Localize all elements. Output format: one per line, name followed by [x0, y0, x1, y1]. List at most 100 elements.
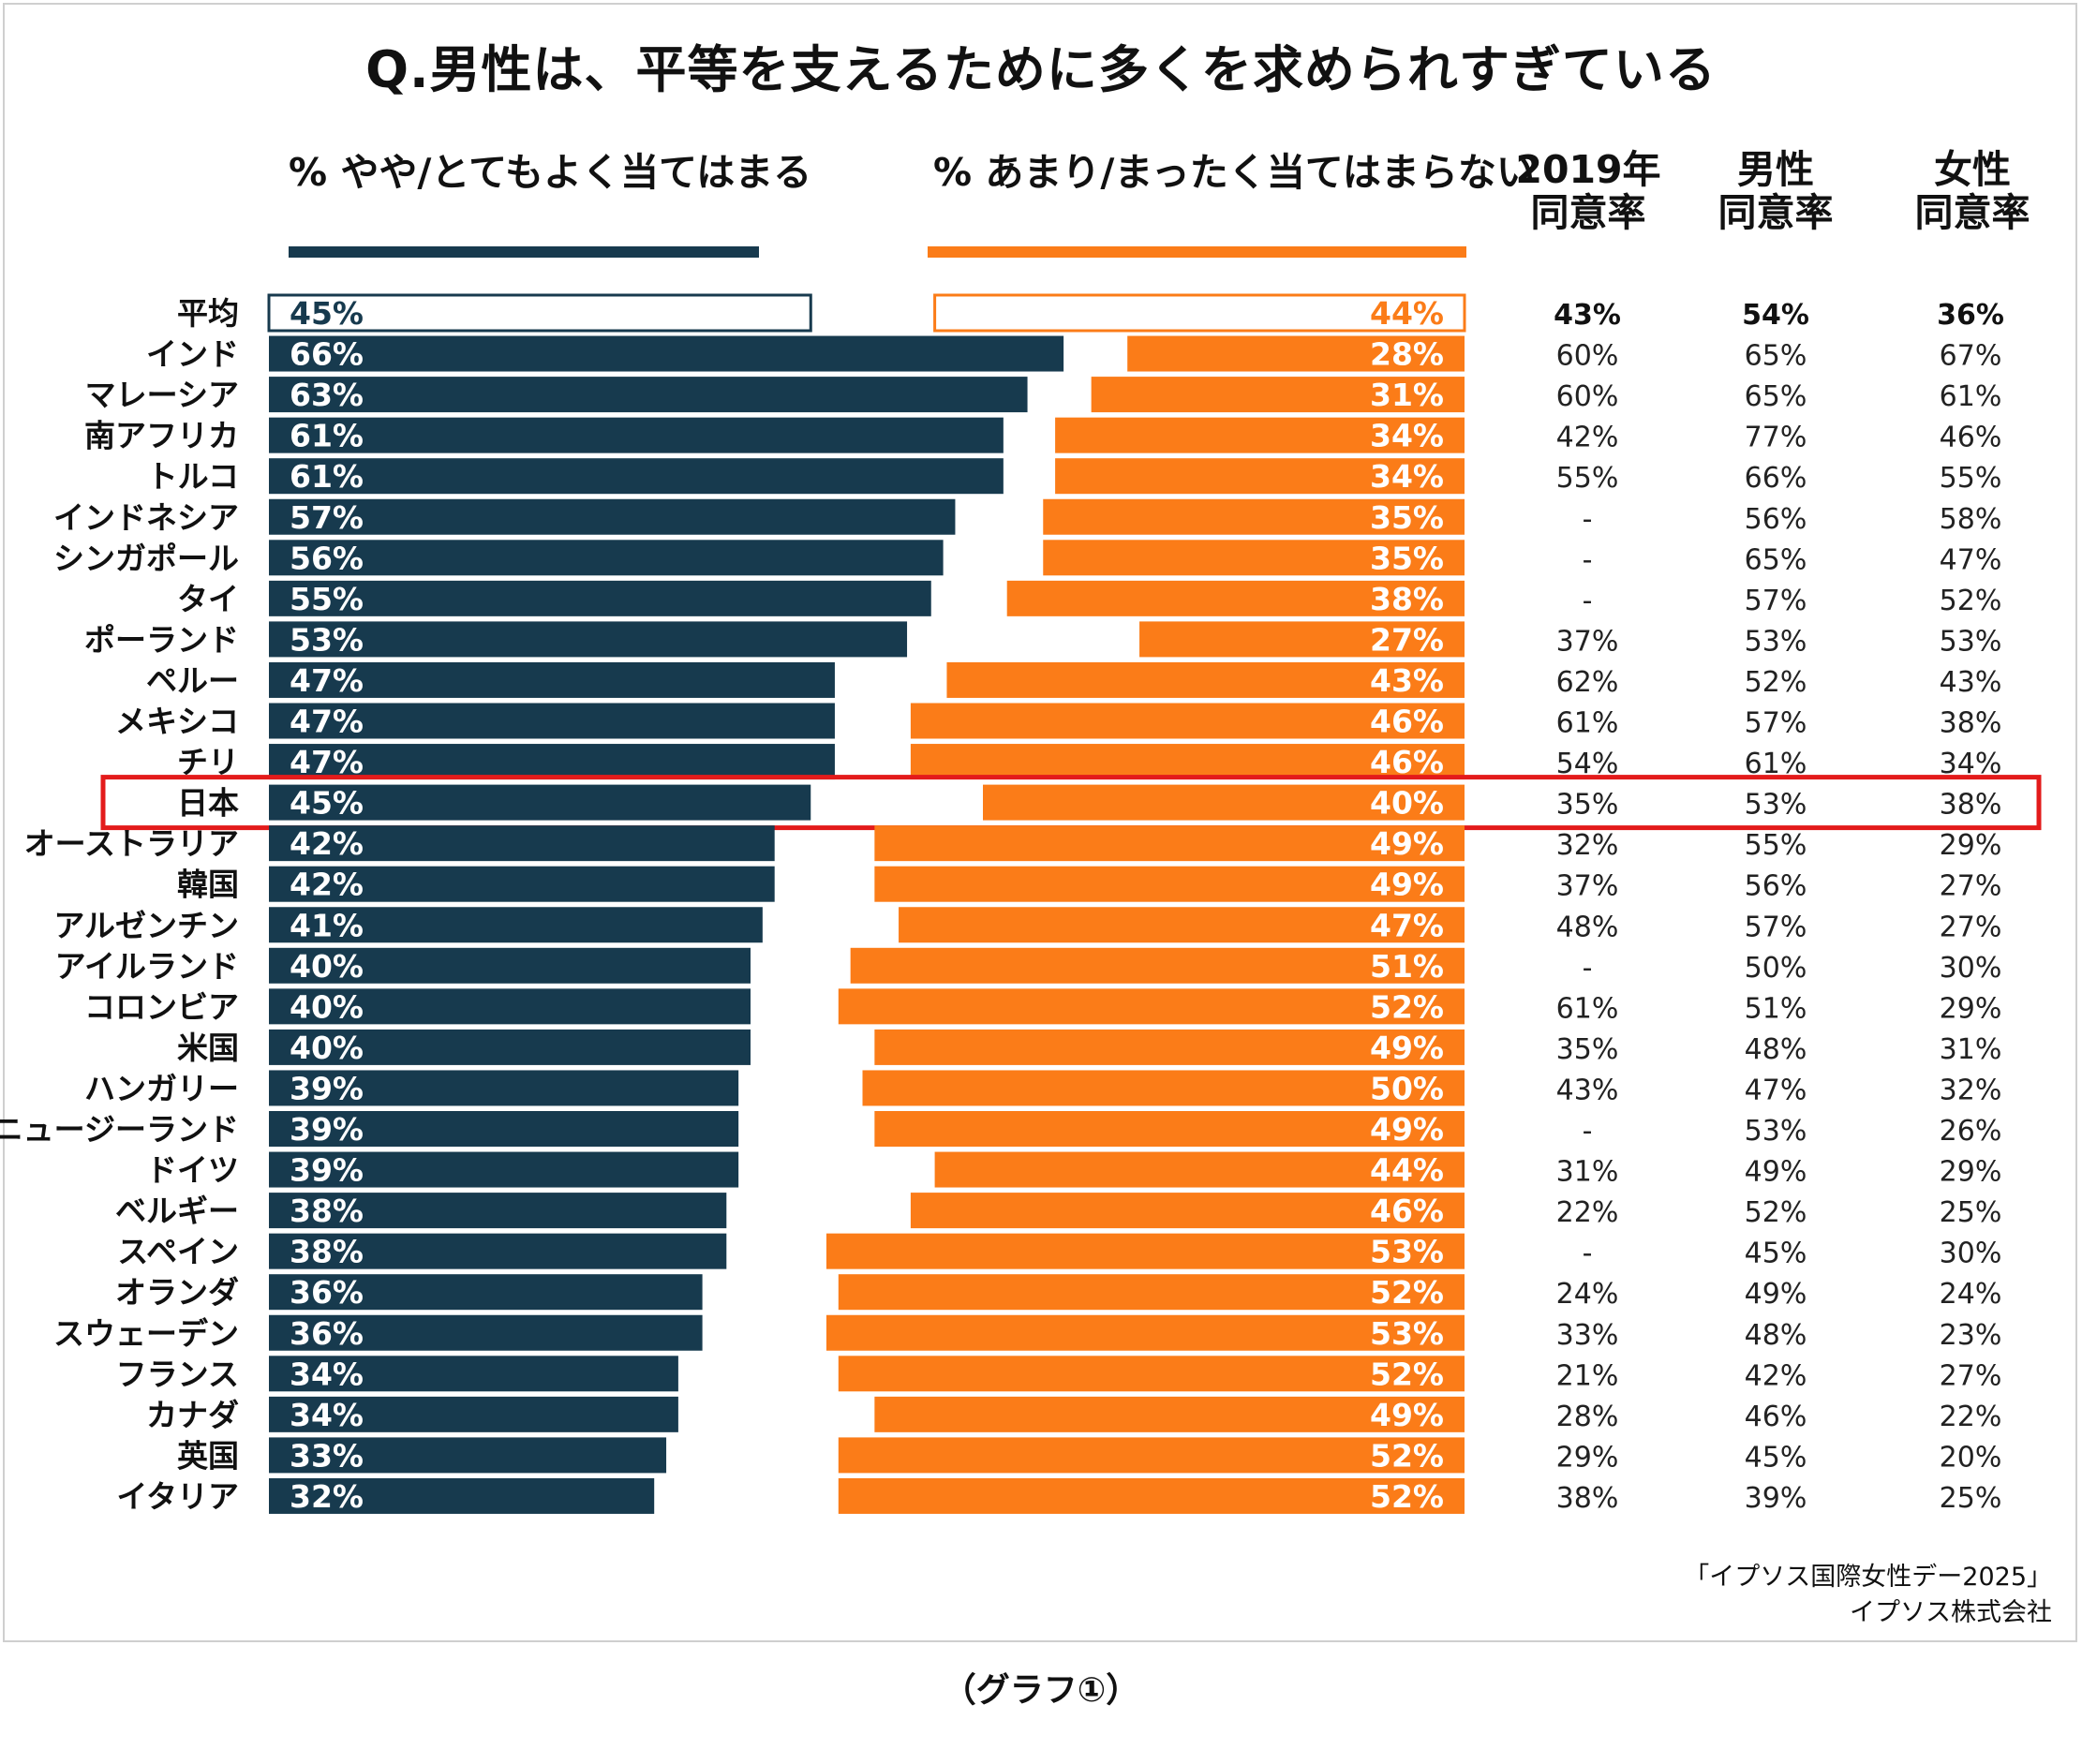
agree-value-label: 45%: [290, 295, 364, 332]
value-women: 30%: [1940, 952, 2002, 985]
agree-value-label: 38%: [290, 1193, 364, 1229]
country-label: スウェーデン: [53, 1315, 239, 1352]
agree-bar: [269, 1193, 727, 1229]
chart-row: スペイン 38% 53% - 45% 30%: [117, 1233, 2002, 1270]
chart-row: カナダ 34% 49% 28% 46% 22%: [146, 1396, 2001, 1433]
country-label: 米国: [177, 1030, 239, 1066]
disagree-bar: [874, 866, 1465, 902]
agree-bar: [269, 1233, 727, 1269]
value-women: 55%: [1940, 462, 2002, 495]
value-2019: 21%: [1556, 1359, 1619, 1392]
value-men: 65%: [1745, 543, 1807, 576]
disagree-value-label: 35%: [1370, 540, 1444, 576]
agree-bar: [269, 661, 835, 698]
agree-bar: [269, 1151, 739, 1188]
value-2019: 48%: [1556, 911, 1619, 943]
disagree-bar: [946, 661, 1465, 698]
disagree-bar: [838, 1437, 1465, 1474]
agree-bar: [269, 866, 775, 902]
agree-value-label: 53%: [290, 621, 364, 658]
source-line-2: イプソス株式会社: [1850, 1598, 2052, 1627]
value-men: 48%: [1745, 1319, 1807, 1352]
disagree-value-label: 44%: [1370, 1152, 1444, 1189]
disagree-bar: [1055, 417, 1465, 453]
value-men: 42%: [1745, 1359, 1807, 1392]
agree-value-label: 40%: [290, 1030, 364, 1066]
chart-row: インドネシア 57% 35% - 56% 58%: [53, 498, 2001, 536]
header-men-line1: 男性: [1737, 147, 1814, 192]
country-label: ベルギー: [115, 1193, 239, 1229]
chart-row: チリ 47% 46% 54% 61% 34%: [177, 744, 2001, 780]
value-2019: -: [1583, 1238, 1593, 1270]
value-men: 77%: [1745, 422, 1807, 454]
header-women: 女性 同意率: [1893, 148, 2052, 234]
disagree-bar: [1043, 540, 1465, 576]
agree-value-label: 39%: [290, 1111, 364, 1148]
value-women: 38%: [1940, 789, 2002, 822]
disagree-value-label: 46%: [1370, 704, 1444, 740]
disagree-bar: [1091, 377, 1465, 413]
figure-caption: （グラフ①）: [942, 1671, 1140, 1710]
chart-row: 英国 33% 52% 29% 45% 20%: [177, 1437, 2001, 1474]
agree-value-label: 47%: [290, 704, 364, 740]
disagree-bar: [934, 1151, 1465, 1188]
agree-bar: [269, 1437, 667, 1474]
value-women: 27%: [1940, 911, 2002, 943]
chart-row: 南アフリカ 61% 34% 42% 77% 46%: [84, 417, 2002, 454]
disagree-bar: [1006, 580, 1465, 616]
disagree-bar: [910, 744, 1465, 780]
disagree-value-label: 49%: [1370, 1397, 1444, 1433]
agree-bar: [269, 458, 1004, 495]
value-men: 57%: [1745, 707, 1807, 740]
value-women: 27%: [1940, 1359, 2002, 1392]
chart-row: イタリア 32% 52% 38% 39% 25%: [116, 1477, 2001, 1515]
value-2019: 28%: [1556, 1401, 1619, 1433]
value-men: 52%: [1745, 1196, 1807, 1229]
header-men: 男性 同意率: [1696, 148, 1855, 234]
disagree-bar: [838, 988, 1465, 1025]
agree-value-label: 55%: [290, 581, 364, 617]
agree-value-label: 45%: [290, 785, 364, 822]
country-label: フランス: [116, 1356, 239, 1392]
agree-bar: [269, 1477, 655, 1514]
disagree-value-label: 46%: [1370, 744, 1444, 780]
agree-bar: [269, 335, 1064, 372]
agree-value-label: 36%: [290, 1274, 364, 1311]
value-women: 30%: [1940, 1238, 2002, 1270]
agree-value-label: 34%: [290, 1356, 364, 1392]
chart-frame: [3, 3, 2077, 1642]
legend-agree-label: % やや/とてもよく当てはまる: [289, 150, 812, 195]
value-men: 45%: [1745, 1441, 1807, 1474]
country-label: イタリア: [116, 1478, 239, 1515]
value-2019: 55%: [1556, 462, 1619, 495]
value-men: 39%: [1745, 1482, 1807, 1515]
value-2019: 43%: [1554, 299, 1621, 332]
disagree-value-label: 53%: [1370, 1315, 1444, 1352]
country-label: シンガポール: [53, 540, 239, 576]
value-women: 43%: [1940, 666, 2002, 699]
header-2019: 2019年 同意率: [1509, 148, 1668, 234]
header-2019-line1: 2019年: [1515, 147, 1661, 192]
value-women: 29%: [1940, 992, 2002, 1025]
disagree-value-label: 52%: [1370, 1274, 1444, 1311]
agree-bar: [269, 907, 763, 943]
value-men: 53%: [1745, 789, 1807, 822]
disagree-value-label: 49%: [1370, 825, 1444, 862]
value-women: 46%: [1940, 422, 2002, 454]
value-women: 26%: [1940, 1115, 2002, 1148]
disagree-bar: [825, 1233, 1465, 1269]
value-men: 53%: [1745, 1115, 1807, 1148]
value-men: 51%: [1745, 992, 1807, 1025]
country-label: ポーランド: [84, 621, 239, 658]
value-women: 24%: [1940, 1278, 2002, 1311]
disagree-value-label: 52%: [1370, 988, 1444, 1025]
header-2019-line2: 同意率: [1530, 190, 1646, 235]
disagree-bar: [874, 1396, 1465, 1432]
value-women: 29%: [1940, 1156, 2002, 1189]
agree-bar: [269, 1356, 678, 1392]
value-2019: 33%: [1556, 1319, 1619, 1352]
disagree-value-label: 27%: [1370, 621, 1444, 658]
agree-bar: [269, 1314, 703, 1351]
disagree-value-label: 49%: [1370, 1111, 1444, 1148]
chart-title: Q.男性は、平等を支えるために多くを求められすぎている: [365, 40, 1717, 99]
